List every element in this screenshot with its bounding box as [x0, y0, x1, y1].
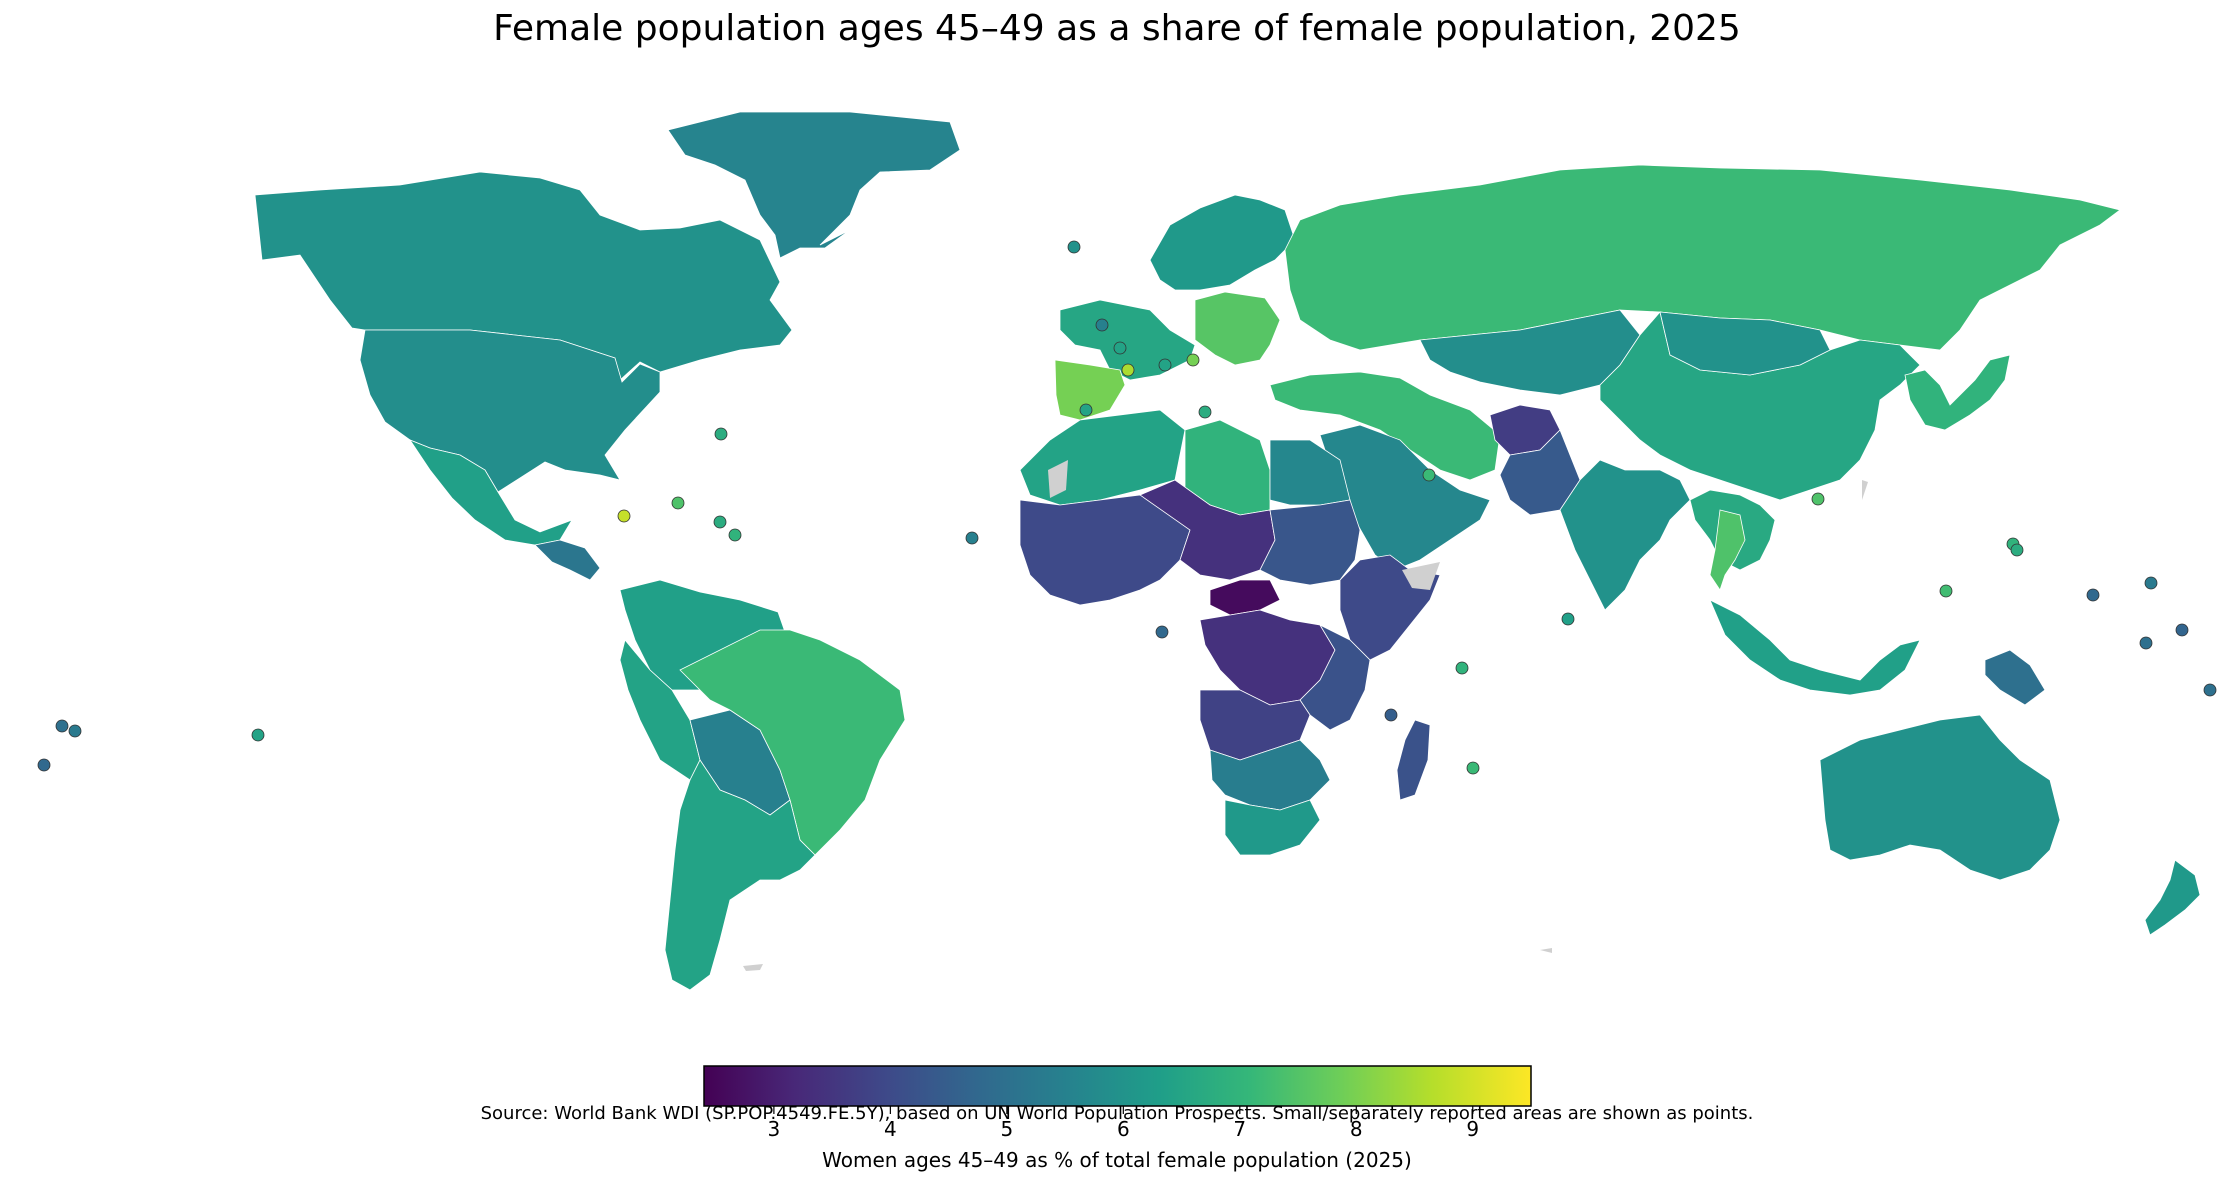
point-bahrain — [1422, 468, 1436, 482]
region-brazil — [679, 629, 906, 856]
point-channel-islands — [1113, 341, 1127, 355]
point-puerto-rico — [671, 496, 685, 510]
region-canada — [254, 171, 793, 381]
point-marshall-islands — [2144, 576, 2158, 590]
region-mongolia — [1659, 311, 1831, 376]
region-argentina-chile — [664, 759, 816, 991]
region-russia — [1284, 164, 2121, 351]
region-australia — [1819, 714, 2061, 881]
point-seychelles — [1455, 661, 1469, 675]
colorbar — [703, 1065, 1532, 1114]
region-papua-new-guinea — [1984, 649, 2046, 706]
point-maldives — [1561, 612, 1575, 626]
region-japan-korea — [1904, 354, 2011, 431]
region-central-europe — [1194, 291, 1281, 366]
region-iberia — [1054, 359, 1126, 421]
colorbar-tick-label: 8 — [1349, 1117, 1363, 1141]
region-india — [1559, 459, 1691, 611]
point-tuvalu — [2203, 683, 2217, 697]
point-northern-mariana-islands — [2010, 543, 2024, 557]
point-micronesia — [2086, 588, 2100, 602]
no-data-antarctic-islands — [743, 964, 763, 971]
region-new-zealand — [2144, 859, 2201, 936]
point-cabo-verde — [965, 531, 979, 545]
region-thailand — [1709, 509, 1746, 591]
colorbar-label: Women ages 45–49 as % of total female po… — [822, 1148, 1412, 1172]
small-area-points — [37, 240, 2217, 775]
point-gibraltar — [1079, 403, 1093, 417]
point-malta — [1198, 405, 1212, 419]
point-palau — [1939, 584, 1953, 598]
colorbar-tick-label: 7 — [1233, 1117, 1247, 1141]
point-kiribati — [2175, 623, 2189, 637]
country-regions — [254, 111, 2201, 991]
no-data-taiwan — [1862, 480, 1868, 500]
colorbar-tick-label: 4 — [883, 1117, 897, 1141]
point-tonga — [55, 719, 69, 733]
point-mauritius — [1466, 761, 1480, 775]
source-note: Source: World Bank WDI (SP.POP.4549.FE.5… — [480, 1103, 1754, 1124]
no-data-western-sahara — [1048, 460, 1068, 498]
colorbar-tick-label: 5 — [1000, 1117, 1014, 1141]
point-samoa — [37, 758, 51, 772]
region-greenland — [667, 111, 961, 259]
point-virgin-islands — [713, 515, 727, 529]
point-bermuda — [714, 427, 728, 441]
colorbar-ticks — [773, 1106, 1474, 1114]
colorbar-tick-label: 9 — [1466, 1117, 1480, 1141]
region-madagascar — [1396, 719, 1431, 801]
point-french-polynesia — [251, 728, 265, 742]
region-sudan — [1259, 499, 1361, 586]
region-sahel-west-africa — [1019, 494, 1191, 606]
point-sao-tome-and-principe — [1155, 625, 1169, 639]
colorbar-tick-label: 6 — [1116, 1117, 1130, 1141]
region-indonesia — [1709, 599, 1921, 696]
no-data-somaliland — [1402, 562, 1440, 590]
map-title: Female population ages 45–49 as a share … — [493, 8, 1741, 49]
point-monaco — [1158, 358, 1172, 372]
point-cayman-islands — [617, 509, 631, 523]
point-andorra — [1121, 363, 1135, 377]
region-east-africa — [1299, 624, 1371, 731]
region-central-america — [534, 539, 601, 581]
colorbar-tick-label: 3 — [767, 1117, 781, 1141]
no-data-areas — [743, 460, 1868, 971]
region-iran-turkey — [1269, 371, 1501, 481]
point-san-marino — [1186, 353, 1200, 367]
point-nauru — [2139, 636, 2153, 650]
colorbar-gradient — [703, 1065, 1532, 1107]
region-scandinavia — [1149, 194, 1296, 291]
point-iceland — [1067, 240, 1081, 254]
region-united-states — [359, 329, 661, 493]
point-hong-kong — [1811, 492, 1825, 506]
region-southern-africa — [1209, 739, 1331, 811]
region-south-africa — [1224, 799, 1321, 856]
region-mexico — [408, 439, 573, 546]
point-caribbean-islands — [728, 528, 742, 542]
point-comoros — [1384, 708, 1398, 722]
region-central-african-republic — [1209, 579, 1281, 616]
no-data-kerguelen — [1540, 948, 1552, 953]
point-faroe-islands — [1095, 318, 1109, 332]
point-american-samoa — [68, 724, 82, 738]
